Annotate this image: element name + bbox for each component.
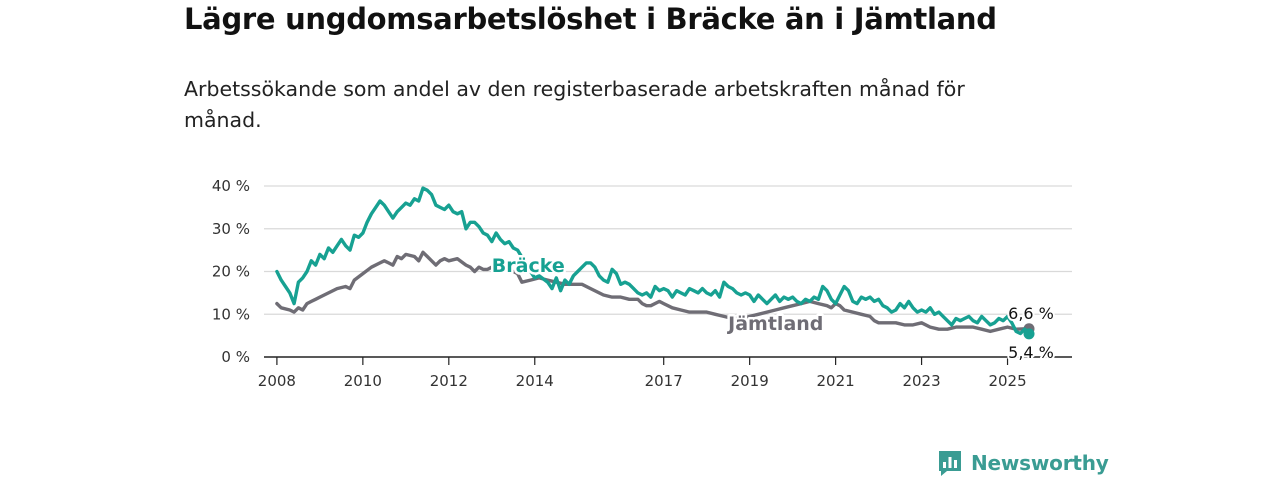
x-tick-label-8: 2025: [988, 372, 1026, 390]
end-label-brcke: 5,4 %: [1008, 343, 1054, 362]
y-tick-label-2: 20 %: [212, 263, 250, 281]
bar-chart-icon: [937, 449, 963, 477]
series-label-jmtland: Jämtland: [726, 313, 823, 335]
x-tick-label-2: 2012: [430, 372, 468, 390]
series-labels: Bräcke 5,4 % Jämtland 6,6 %: [489, 253, 1056, 364]
series-lines: [275, 186, 1035, 340]
x-tick-label-6: 2021: [817, 372, 855, 390]
line-brcke: [275, 186, 1031, 336]
y-axis: 0 % 10 % 20 % 30 % 40 %: [212, 177, 250, 366]
series-label-brcke: Bräcke: [492, 255, 565, 277]
chart-title: Lägre ungdomsarbetslöshet i Bräcke än i …: [184, 2, 997, 36]
x-tick-label-4: 2017: [645, 372, 683, 390]
x-tick-label-7: 2023: [902, 372, 940, 390]
newsworthy-logo: Newsworthy: [937, 448, 1109, 478]
chart-subtitle: Arbetssökande som andel av den registerb…: [184, 77, 965, 132]
y-tick-label-0: 0 %: [221, 348, 250, 366]
x-tick-label-1: 2010: [344, 372, 382, 390]
y-tick-label-3: 30 %: [212, 220, 250, 238]
y-tick-label-4: 40 %: [212, 177, 250, 195]
y-tick-label-1: 10 %: [212, 305, 250, 323]
end-label-jmtland: 6,6 %: [1008, 304, 1054, 323]
brand-name: Newsworthy: [971, 451, 1109, 475]
x-tick-label-5: 2019: [731, 372, 769, 390]
x-axis: 2008 2010 2012 2014 2017 2019 2021 2023 2025: [258, 356, 1072, 390]
x-tick-label-0: 2008: [258, 372, 296, 390]
end-point-brcke: [1023, 328, 1035, 340]
x-tick-label-3: 2014: [516, 372, 554, 390]
line-jmtland: [275, 250, 1031, 334]
